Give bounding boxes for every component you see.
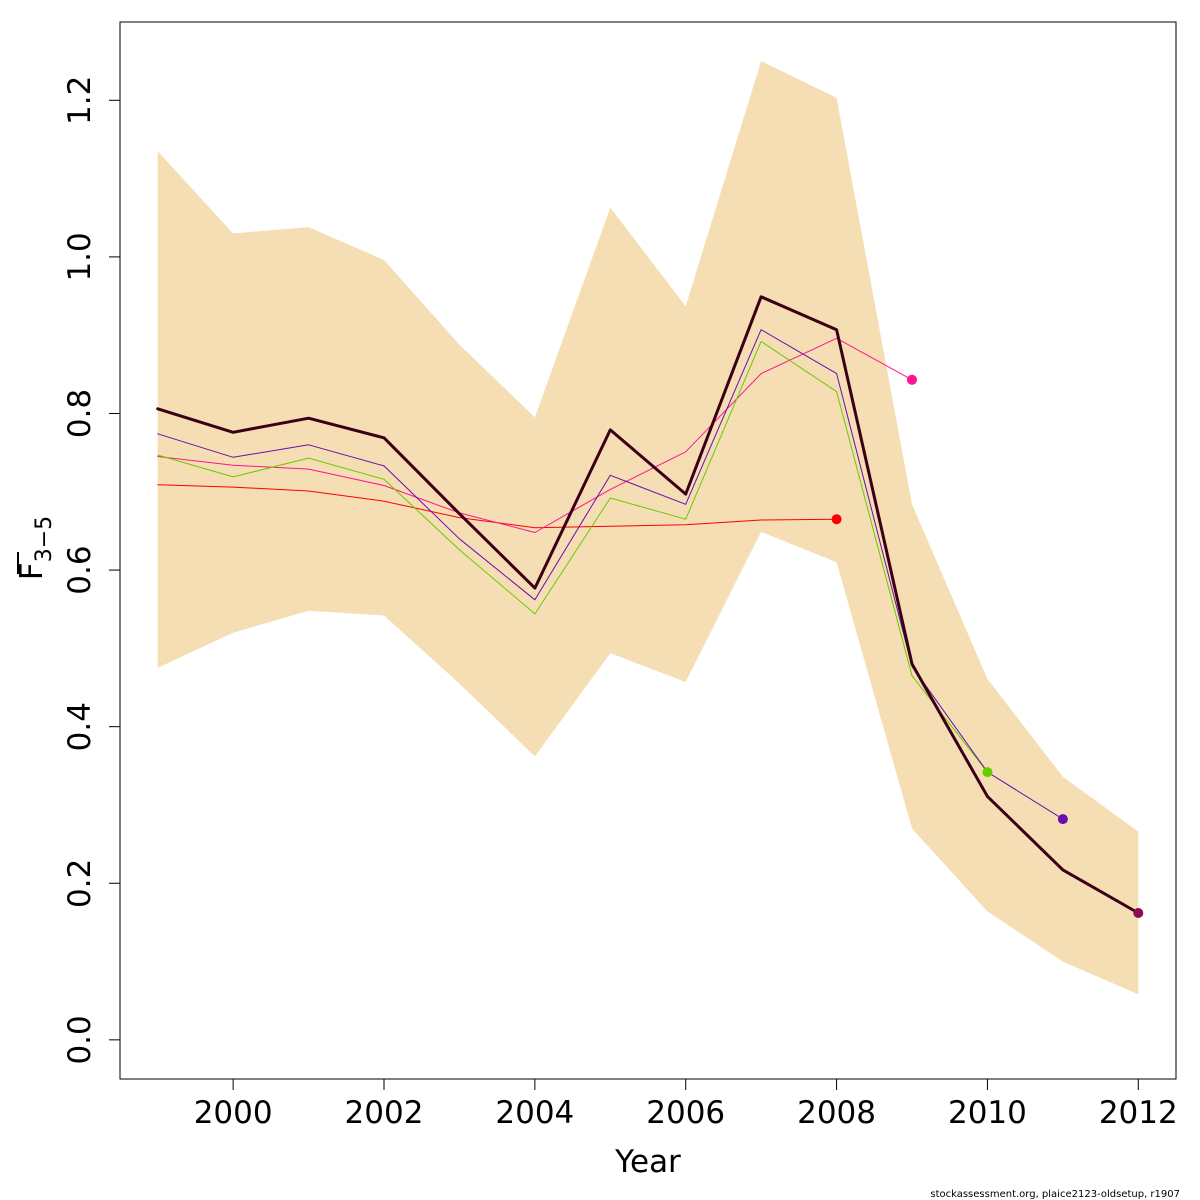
y-axis: 0.0 0.2 0.4 0.6 0.8 1.0 1.2 xyxy=(62,76,121,1065)
y-axis-title: F3−5 xyxy=(14,516,57,580)
y-tick-label: 0.8 xyxy=(62,389,98,438)
series-layer xyxy=(156,295,1140,915)
series-line-final-2012 xyxy=(156,295,1140,915)
x-tick-label: 2008 xyxy=(797,1095,876,1131)
y-tick-label: 1.0 xyxy=(62,232,98,281)
y-tick-label-group: 0.8 xyxy=(62,389,98,438)
x-tick-label: 2010 xyxy=(948,1095,1027,1131)
y-tick-label-group: 1.0 xyxy=(62,232,98,281)
y-tick-label-group: 0.0 xyxy=(62,1015,98,1064)
x-tick-label: 2012 xyxy=(1099,1095,1178,1131)
y-axis-title-main: F xyxy=(14,562,50,580)
confidence-band-layer xyxy=(157,61,1139,995)
series-endpoint-final-2012 xyxy=(1133,908,1144,918)
series-line-retro-2010 xyxy=(157,340,988,773)
y-tick-label-group: 1.2 xyxy=(62,76,98,125)
y-tick-label-group: 0.2 xyxy=(62,859,98,908)
x-axis: 2000 2002 2004 2006 2008 2010 2012 xyxy=(194,1078,1178,1131)
x-tick-label: 2004 xyxy=(495,1095,574,1131)
y-tick-label: 1.2 xyxy=(62,76,98,125)
y-tick-label-group: 0.4 xyxy=(62,702,98,751)
y-tick-label: 0.4 xyxy=(62,702,98,751)
series-line-retro-2009 xyxy=(157,337,913,533)
confidence-band xyxy=(157,61,1139,995)
series-endpoint-retro-2011 xyxy=(1057,814,1068,825)
y-tick-label: 0.2 xyxy=(62,859,98,908)
series-endpoint-retro-2010 xyxy=(982,767,993,778)
x-tick-label: 2006 xyxy=(646,1095,725,1131)
series-endpoint-retro-2008 xyxy=(831,514,842,525)
series-endpoint-retro-2009 xyxy=(907,374,917,385)
y-axis-title-subscript: 3−5 xyxy=(32,516,57,562)
y-tick-label-group: 0.6 xyxy=(62,545,98,594)
y-tick-label: 0.6 xyxy=(62,545,98,594)
y-tick-label: 0.0 xyxy=(62,1015,98,1064)
x-axis-title: Year xyxy=(614,1144,681,1180)
x-tick-label: 2002 xyxy=(345,1095,424,1131)
svg-text:F3−5: F3−5 xyxy=(14,516,57,580)
source-footnote: stockassessment.org, plaice2123-oldsetup… xyxy=(930,1189,1180,1200)
x-tick-label: 2000 xyxy=(194,1095,273,1131)
endpoint-marker-layer xyxy=(831,374,1144,918)
